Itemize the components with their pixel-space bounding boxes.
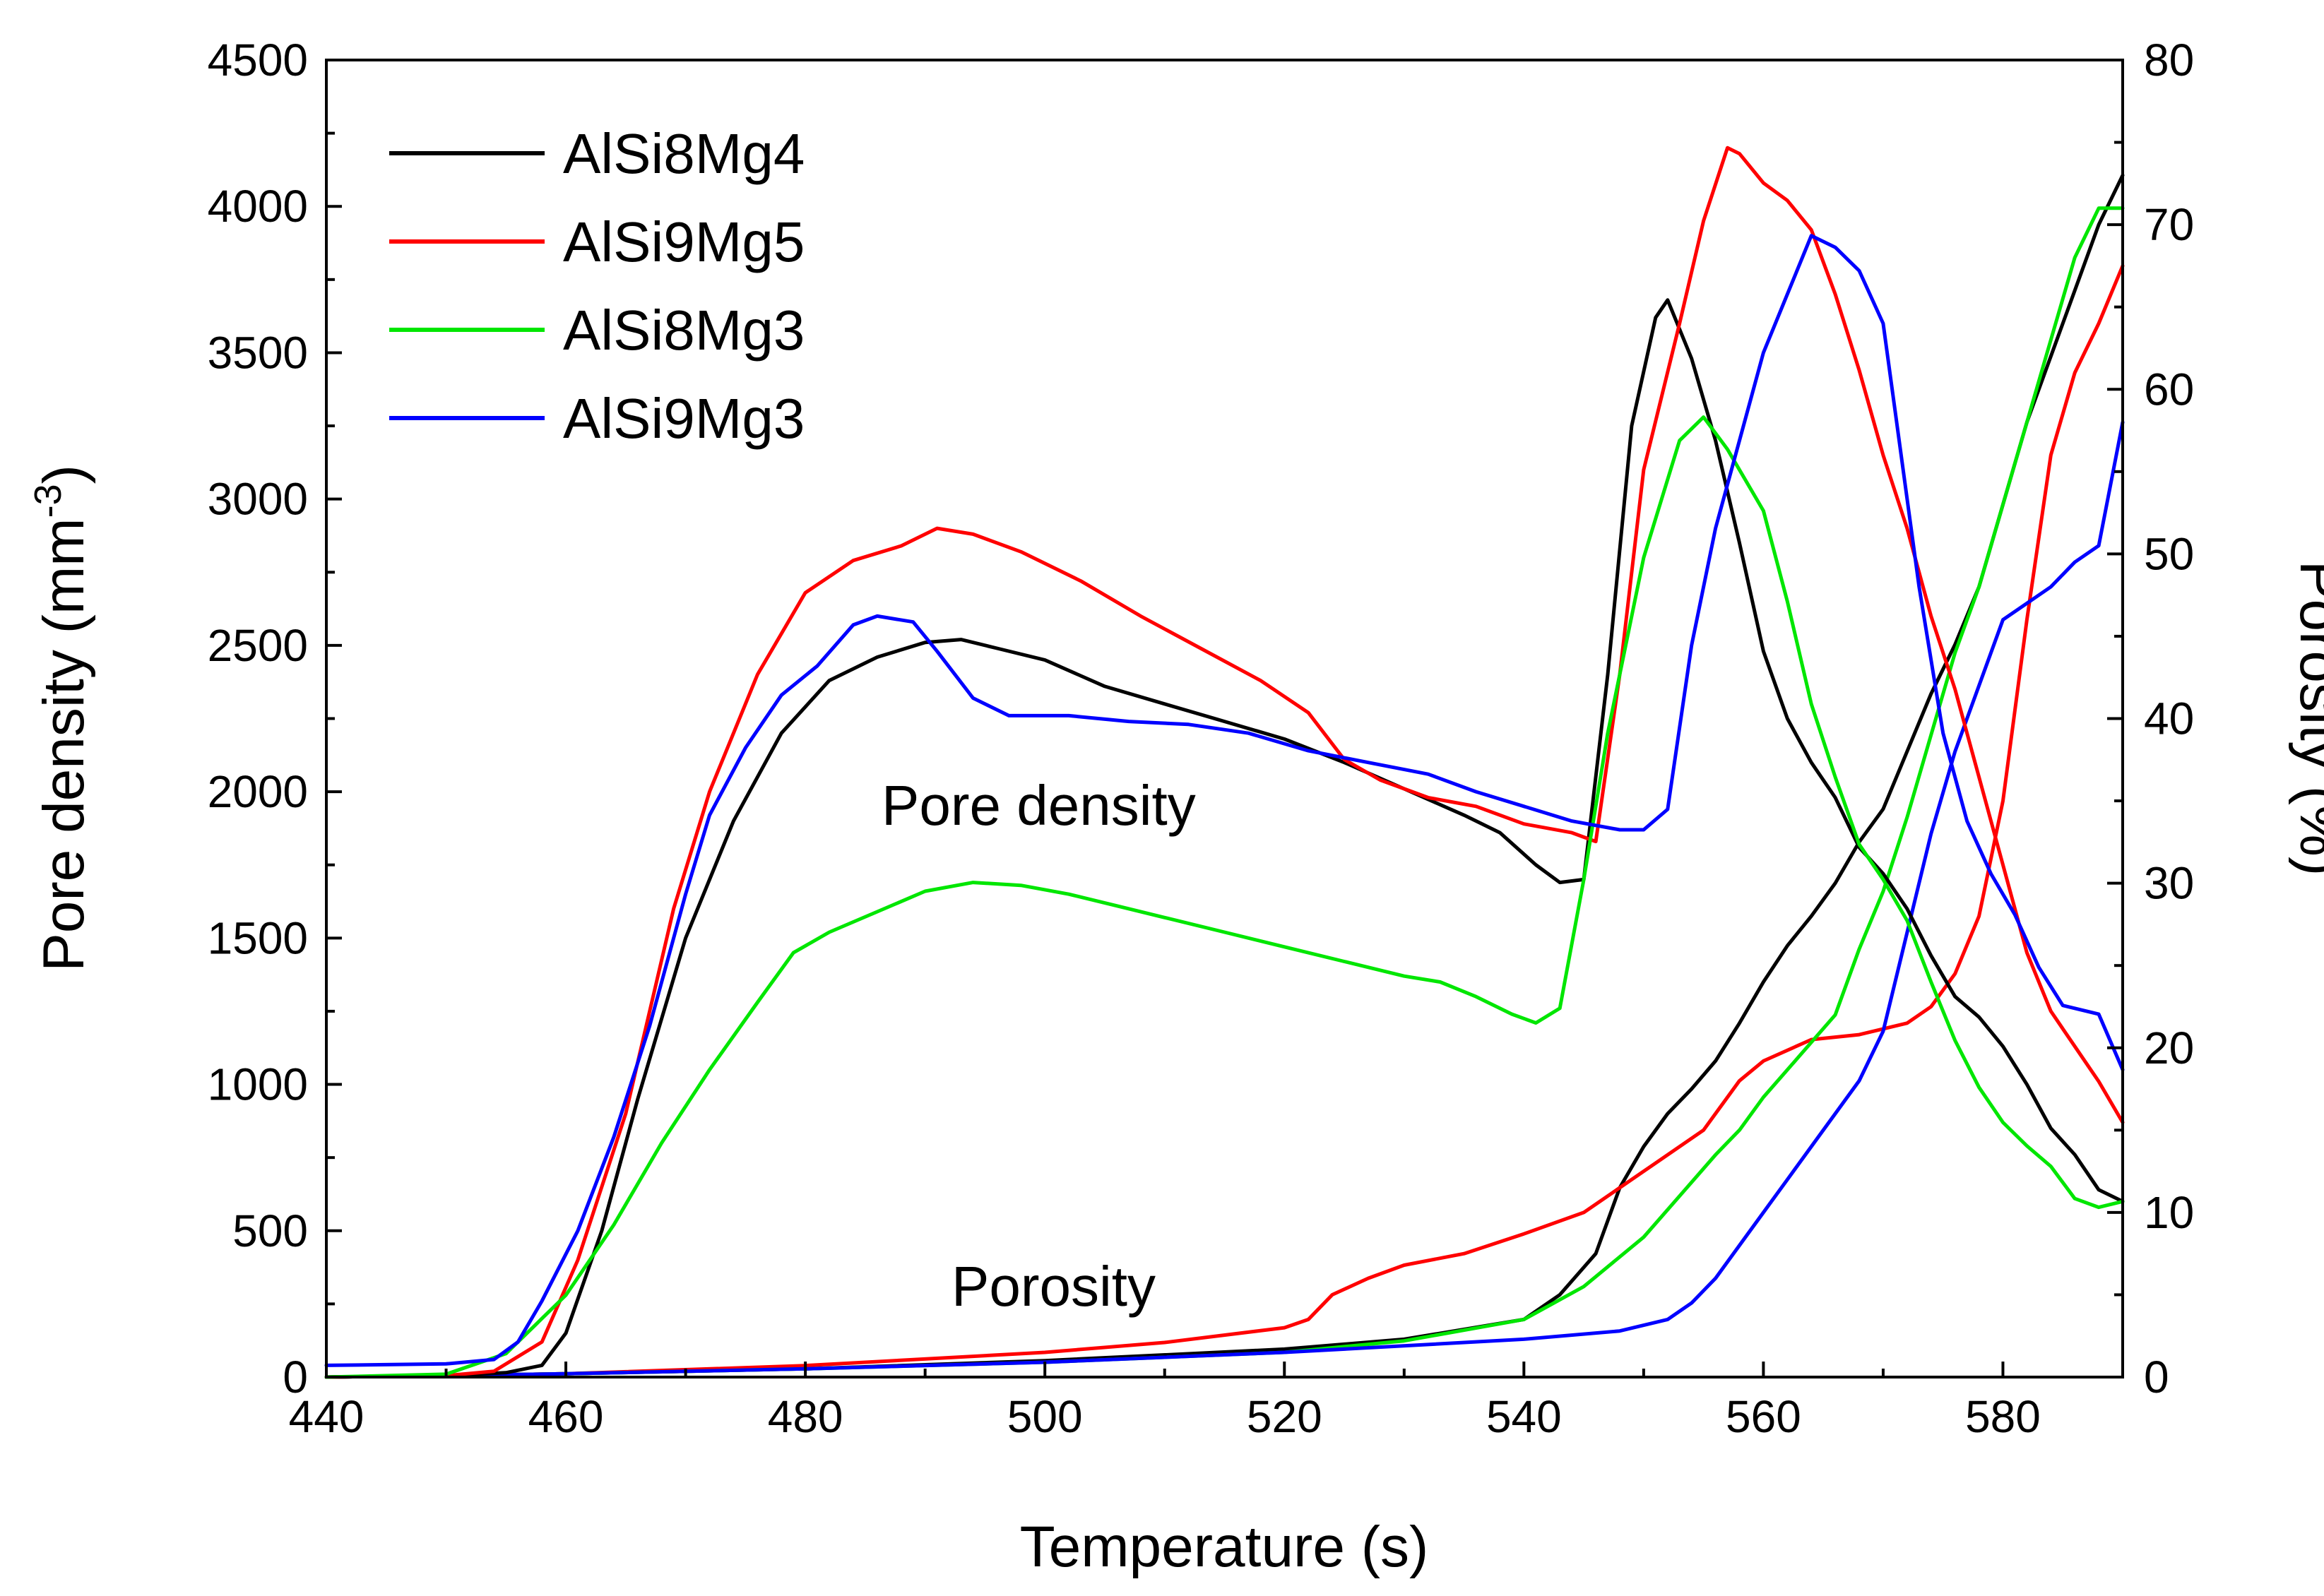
legend: AlSi8Mg4 AlSi9Mg5 AlSi8Mg3 AlSi9Mg3 <box>389 122 805 450</box>
y2-tick-label: 20 <box>2144 1023 2194 1073</box>
porosity-line-alsi9mg5 <box>324 263 2125 1379</box>
y-tick-label: 4500 <box>208 35 308 85</box>
density-line-alsi9mg3 <box>324 234 2125 1367</box>
y-axis-title-close: ) <box>32 465 96 484</box>
y-tick-label: 500 <box>232 1205 308 1256</box>
x-axis: 440 460 480 500 520 540 560 580 <box>289 1362 2124 1442</box>
legend-label: AlSi9Mg5 <box>563 210 805 273</box>
y2-tick-label: 30 <box>2144 858 2194 909</box>
porosity-line-alsi9mg3 <box>324 420 2125 1379</box>
y-axis-left: 0 500 1000 1500 2000 2500 3000 3500 4000 4500 <box>208 35 342 1403</box>
y2-tick-label: 40 <box>2144 693 2194 744</box>
x-tick-label: 480 <box>768 1391 843 1442</box>
legend-label: AlSi8Mg3 <box>563 299 805 362</box>
y-axis-title: Pore density (mm-3) <box>27 465 96 972</box>
y2-tick-label: 60 <box>2144 364 2194 415</box>
x-tick-label: 500 <box>1007 1391 1083 1442</box>
y-axis-right: 0 10 20 30 40 50 60 70 80 <box>2107 35 2194 1403</box>
y2-tick-label: 10 <box>2144 1187 2194 1238</box>
y-tick-label: 3500 <box>208 327 308 378</box>
y-tick-label: 4000 <box>208 181 308 232</box>
y-tick-label: 1000 <box>208 1059 308 1110</box>
y-tick-label: 0 <box>283 1352 308 1403</box>
y-tick-label: 1500 <box>208 912 308 963</box>
x-tick-label: 440 <box>289 1391 364 1442</box>
density-line-alsi9mg5 <box>324 145 2125 1379</box>
y2-tick-label: 70 <box>2144 199 2194 250</box>
y-axis-title-main: Pore density (mm <box>32 518 96 972</box>
y-axis-title-superscript: -3 <box>27 484 69 518</box>
y2-tick-label: 80 <box>2144 35 2194 85</box>
legend-label: AlSi9Mg3 <box>563 387 805 450</box>
y-tick-label: 3000 <box>208 474 308 525</box>
y2-tick-label: 50 <box>2144 528 2194 579</box>
y-tick-label: 2000 <box>208 766 308 817</box>
legend-label: AlSi8Mg4 <box>563 122 805 185</box>
y-tick-label: 2500 <box>208 620 308 671</box>
x-tick-label: 520 <box>1247 1391 1322 1442</box>
annotation-pore-density: Pore density <box>882 774 1196 837</box>
y2-tick-label: 0 <box>2144 1352 2169 1403</box>
annotation-porosity: Porosity <box>951 1255 1156 1318</box>
x-tick-label: 540 <box>1486 1391 1562 1442</box>
density-line-alsi8mg3 <box>324 415 2125 1379</box>
x-axis-title: Temperature (s) <box>1020 1515 1429 1579</box>
density-line-alsi8mg4 <box>324 298 2125 1379</box>
x-tick-label: 460 <box>528 1391 604 1442</box>
y2-axis-title: Porosity (%) <box>2288 561 2324 876</box>
x-tick-label: 560 <box>1726 1391 1801 1442</box>
curves <box>324 145 2125 1379</box>
x-tick-label: 580 <box>1965 1391 2041 1442</box>
